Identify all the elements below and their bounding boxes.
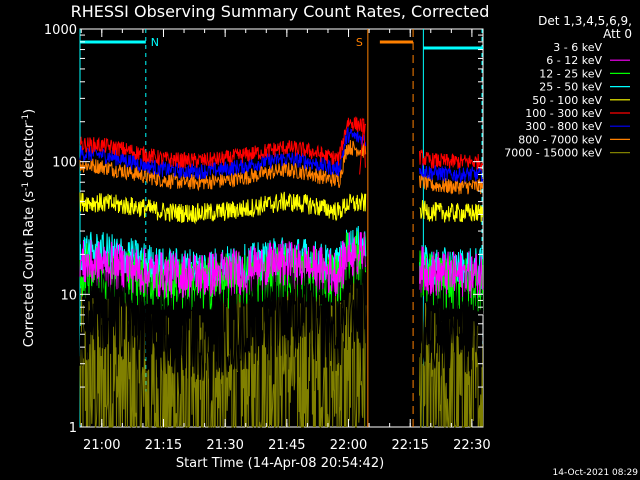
series-line-7000-15000kev-2 (419, 299, 484, 428)
legend-entry: 6 - 12 keV (546, 54, 630, 67)
series-line-50-100kev-1 (79, 191, 367, 225)
legend-detectors: Det 1,3,4,5,6,9, (538, 14, 632, 28)
x-tick-label: 21:45 (268, 438, 305, 453)
series-line-300-800kev-1 (79, 127, 367, 180)
series-line-300-800kev-2 (419, 163, 484, 184)
legend-entry: 100 - 300 keV (525, 107, 630, 120)
legend-entry: 3 - 6 keV (553, 41, 630, 54)
legend-label: 100 - 300 keV (525, 107, 602, 120)
legend-attenuator: Att 0 (603, 27, 632, 41)
series-line-6-12kev-2 (419, 246, 484, 299)
x-tick-label: 21:15 (145, 438, 182, 453)
legend-label: 7000 - 15000 keV (504, 147, 602, 160)
flare-spike (359, 121, 366, 175)
series-line-100-300kev-2 (419, 148, 484, 171)
x-axis: 21:00 21:15 21:30 21:45 22:00 22:15 22:30 (80, 29, 491, 453)
y-tick-label: 1000 (44, 23, 77, 38)
y-tick-label: 10 (60, 288, 77, 303)
legend-label: 6 - 12 keV (546, 54, 602, 67)
legend-label: 50 - 100 keV (532, 94, 602, 107)
x-axis-label: Start Time (14-Apr-08 20:54:42) (176, 456, 384, 471)
series-line-800-7000kev-1 (79, 140, 367, 192)
y-tick-label: 100 (52, 156, 77, 171)
x-tick-label: 22:00 (330, 438, 367, 453)
series-line-3-6kev-1 (79, 255, 367, 381)
chart-title: RHESSI Observing Summary Count Rates, Co… (71, 2, 490, 21)
y-axis-label: Corrected Count Rate (s-1 detector-1) (21, 109, 37, 347)
legend-entry: 7000 - 15000 keV (504, 147, 630, 160)
series-line-50-100kev-2 (419, 200, 484, 223)
legend-label: 25 - 50 keV (539, 81, 602, 94)
legend-label: 800 - 7000 keV (518, 133, 602, 146)
legend-label: 12 - 25 keV (539, 67, 602, 80)
y-tick-label: 1 (69, 421, 77, 436)
x-tick-label: 21:30 (206, 438, 243, 453)
legend-entry: 50 - 100 keV (532, 94, 630, 107)
legend-entry: 12 - 25 keV (539, 67, 630, 80)
legend-entry: 25 - 50 keV (539, 81, 630, 94)
x-tick-label: 21:00 (83, 438, 120, 453)
footer-date: 14-Oct-2021 08:29 (553, 468, 639, 478)
legend-entry: 800 - 7000 keV (518, 133, 630, 146)
y-axis: 1 10 100 1000 (44, 23, 483, 436)
series-line-7000-15000kev-1 (79, 267, 367, 428)
series-line-3-6kev-2 (419, 279, 484, 378)
x-tick-label: 22:15 (391, 438, 428, 453)
annotation-night-label: N (151, 36, 159, 49)
series-layer (79, 116, 484, 428)
series-line-800-7000kev-2 (419, 174, 484, 195)
legend-entry: 300 - 800 keV (525, 120, 630, 133)
x-tick-label: 22:30 (453, 438, 490, 453)
annotation-SAA-label: S (356, 36, 363, 49)
legend-label: 3 - 6 keV (553, 41, 602, 54)
series-line-100-300kev-1 (79, 116, 367, 169)
legend-label: 300 - 800 keV (525, 120, 602, 133)
